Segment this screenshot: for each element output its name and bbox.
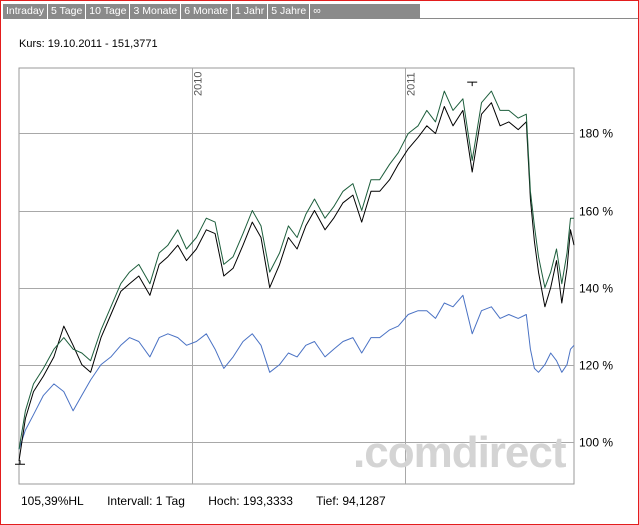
tief-label: Tief: 94,1287 [316,494,386,508]
x-year-label: 2010 [193,72,205,96]
tab-intraday[interactable]: Intraday [3,4,48,19]
y-tick-label: 180 % [579,127,613,141]
tab-max[interactable]: ∞ [313,5,321,17]
series-layer [18,90,575,461]
y-tick-label: 100 % [579,436,613,450]
tab-6-monate[interactable]: 6 Monate [181,4,233,19]
tab-1-jahr[interactable]: 1 Jahr [232,4,269,19]
hl-label: 105,39%HL [21,494,84,508]
blue-series-line [18,294,575,450]
tab-10-tage[interactable]: 10 Tage [86,4,131,19]
hoch-label: Hoch: 193,3333 [208,494,293,508]
comdirect-watermark: .comdirect [353,428,567,477]
grid-layer: 100 % 120 % 140 % 160 % 180 % 2010 2011 [18,67,613,485]
chart-footer: 105,39%HL Intervall: 1 Tag Hoch: 193,333… [21,494,406,508]
kurs-label: Kurs: 19.10.2011 - 151,3771 [19,38,158,50]
y-tick-label: 160 % [579,205,613,219]
y-tick-label: 140 % [579,282,613,296]
green-series-line [18,90,574,450]
intervall-label: Intervall: 1 Tag [107,494,185,508]
markers-layer [15,81,478,465]
black-series-line [18,102,575,461]
tab-3-monate[interactable]: 3 Monate [130,4,182,19]
tab-5-jahre[interactable]: 5 Jahre [268,4,311,19]
plot-border [18,67,575,485]
x-year-label: 2011 [406,72,418,96]
tab-5-tage[interactable]: 5 Tage [48,4,87,19]
tab-bar-divider [420,18,638,19]
time-range-tabs: Intraday 5 Tage 10 Tage 3 Monate 6 Monat… [3,4,420,19]
y-tick-label: 120 % [579,359,613,373]
